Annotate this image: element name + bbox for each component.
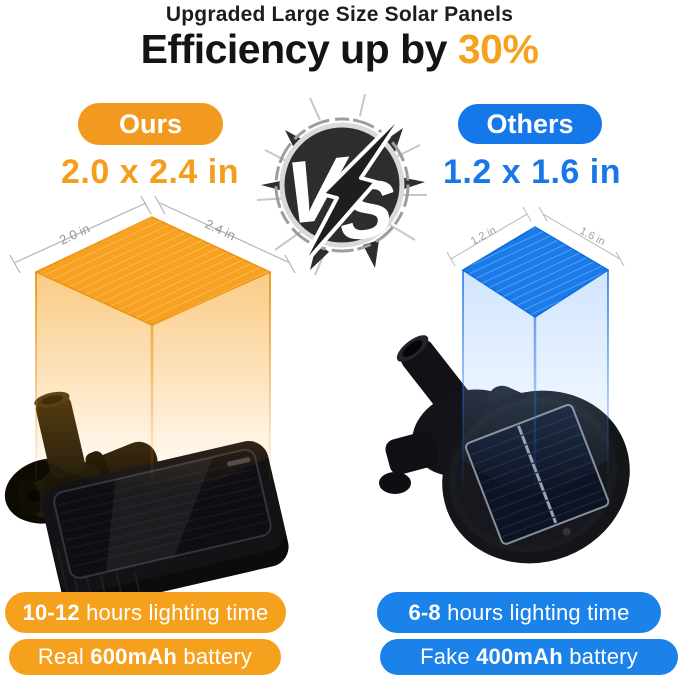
others-depth-label: 1.6 in	[578, 225, 607, 248]
ours-width-label: 2.0 in	[57, 221, 92, 248]
ours-dimension-box	[34, 216, 272, 530]
others-dimension-scene: 1.2 in 1.6 in	[379, 206, 630, 564]
lightning-bolt-icon	[297, 106, 410, 272]
ours-battery-text: battery	[177, 644, 253, 669]
ours-lighting-text: hours lighting time	[79, 599, 269, 625]
headline-highlight: 30%	[457, 26, 539, 72]
others-battery-pre: Fake	[420, 644, 477, 669]
ours-battery-pre: Real	[37, 644, 91, 669]
others-lighting-time-pill: 6-8 hours lighting time	[377, 592, 661, 633]
ours-battery-pill: Real 600mAh battery	[9, 639, 281, 675]
ours-battery-capacity: 600mAh	[90, 644, 178, 669]
others-lighting-text: hours lighting time	[440, 599, 630, 625]
others-battery-capacity: 400mAh	[476, 644, 563, 669]
ours-lighting-hours: 10-12	[22, 599, 80, 625]
ours-badge: Ours	[78, 103, 223, 145]
others-dimension-box	[461, 226, 610, 530]
others-badge: Others	[458, 104, 602, 144]
ours-dimension-scene: 2.0 in 2.4 in	[4, 195, 296, 600]
ours-depth-label: 2.4 in	[203, 216, 238, 243]
others-lighting-hours: 6-8	[408, 599, 441, 625]
others-battery-text: battery	[562, 644, 638, 669]
ours-lighting-time-pill: 10-12 hours lighting time	[5, 592, 286, 633]
subtitle: Upgraded Large Size Solar Panels	[165, 3, 514, 26]
others-size-text: 1.2 x 1.6 in	[443, 153, 621, 191]
vs-icon: V S	[256, 93, 427, 276]
headline-text: Efficiency up by	[140, 26, 458, 72]
ours-size-text: 2.0 x 2.4 in	[61, 153, 239, 191]
others-width-label: 1.2 in	[469, 224, 498, 247]
headline: Efficiency up by 30%	[0, 26, 679, 73]
others-dimension-lines	[446, 206, 625, 267]
others-battery-pill: Fake 400mAh battery	[380, 639, 678, 675]
ours-dimension-lines	[9, 195, 296, 274]
